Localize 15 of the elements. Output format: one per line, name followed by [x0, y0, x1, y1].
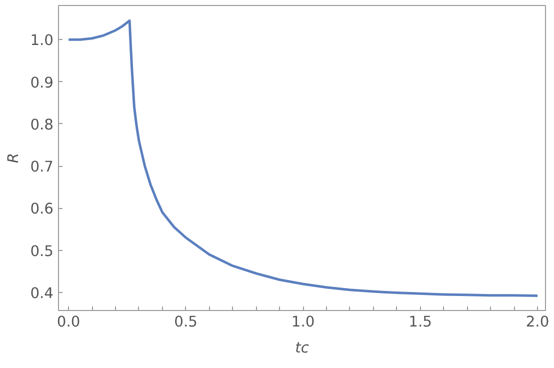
- y-tick-label: 0.7: [30, 158, 54, 176]
- x-tick-label: 0.0: [56, 314, 80, 330]
- y-tick-label: 0.4: [30, 284, 54, 302]
- x-tick-label: 0.5: [174, 314, 198, 330]
- y-tick-label: 0.6: [30, 200, 54, 218]
- x-tick-label: 1.0: [291, 314, 315, 330]
- y-axis-title: R: [5, 152, 22, 164]
- x-tick-label: 2.0: [526, 314, 550, 330]
- x-axis-title: tc: [295, 340, 309, 356]
- y-tick-label: 1.0: [30, 32, 54, 50]
- y-tick-label: 0.8: [30, 116, 54, 134]
- y-tick-label: 0.5: [30, 242, 54, 260]
- line-series: [67, 19, 539, 298]
- x-tick-label: 1.5: [408, 314, 432, 330]
- y-tick-label: 0.9: [30, 74, 54, 92]
